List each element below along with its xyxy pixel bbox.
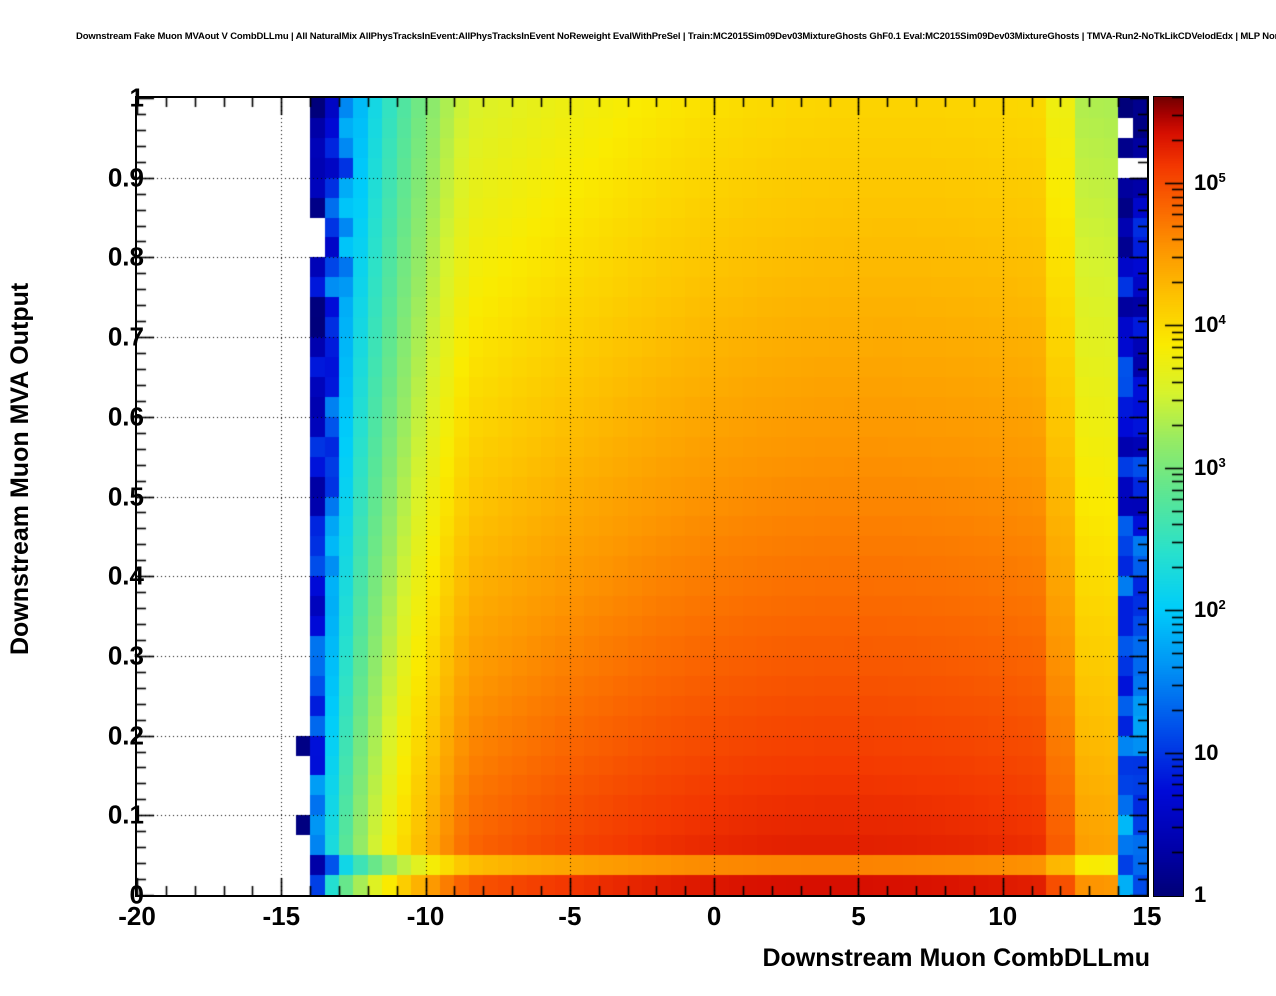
color-scale-tick-label: 102 bbox=[1194, 596, 1226, 623]
y-tick-label: 0.3 bbox=[107, 640, 144, 671]
color-scale-tick-label: 103 bbox=[1194, 454, 1226, 480]
y-tick-label: 0.9 bbox=[107, 162, 144, 193]
y-tick-label: 0 bbox=[129, 879, 144, 910]
plot-frame bbox=[135, 96, 1149, 897]
color-scale-gradient bbox=[1154, 97, 1183, 896]
y-axis-title: Downstream Muon MVA Output bbox=[6, 282, 34, 655]
y-tick-label: 0.6 bbox=[107, 401, 144, 432]
y-tick-label: 0.7 bbox=[107, 321, 144, 352]
x-tick-label: 15 bbox=[1132, 901, 1162, 931]
color-scale-tick-label: 1 bbox=[1194, 882, 1207, 907]
x-tick-label: 10 bbox=[988, 901, 1018, 931]
x-tick-label: -10 bbox=[406, 901, 445, 931]
y-tick-label: 1 bbox=[129, 82, 144, 113]
color-scale-tick-label: 104 bbox=[1194, 312, 1226, 338]
x-tick-label: 5 bbox=[851, 901, 866, 931]
page-title: Downstream Fake Muon MVAout V CombDLLmu … bbox=[76, 31, 1276, 42]
y-tick-label: 0.5 bbox=[107, 481, 144, 511]
x-tick-label: 0 bbox=[706, 901, 722, 931]
x-axis-title: Downstream Muon CombDLLmu bbox=[762, 944, 1151, 972]
y-tick-label: 0.1 bbox=[107, 799, 144, 830]
x-tick-label: -15 bbox=[262, 901, 301, 931]
x-tick-label: -20 bbox=[118, 901, 156, 931]
y-tick-label: 0.4 bbox=[107, 560, 144, 591]
histogram-canvas bbox=[137, 98, 1147, 895]
x-tick-label: -5 bbox=[558, 901, 582, 931]
color-scale-tick-label: 10 bbox=[1194, 739, 1219, 765]
color-scale-bar bbox=[1153, 96, 1184, 897]
color-scale-tick-label: 105 bbox=[1194, 169, 1226, 195]
y-tick-label: 0.8 bbox=[107, 241, 144, 272]
y-tick-label: 0.2 bbox=[107, 720, 144, 751]
